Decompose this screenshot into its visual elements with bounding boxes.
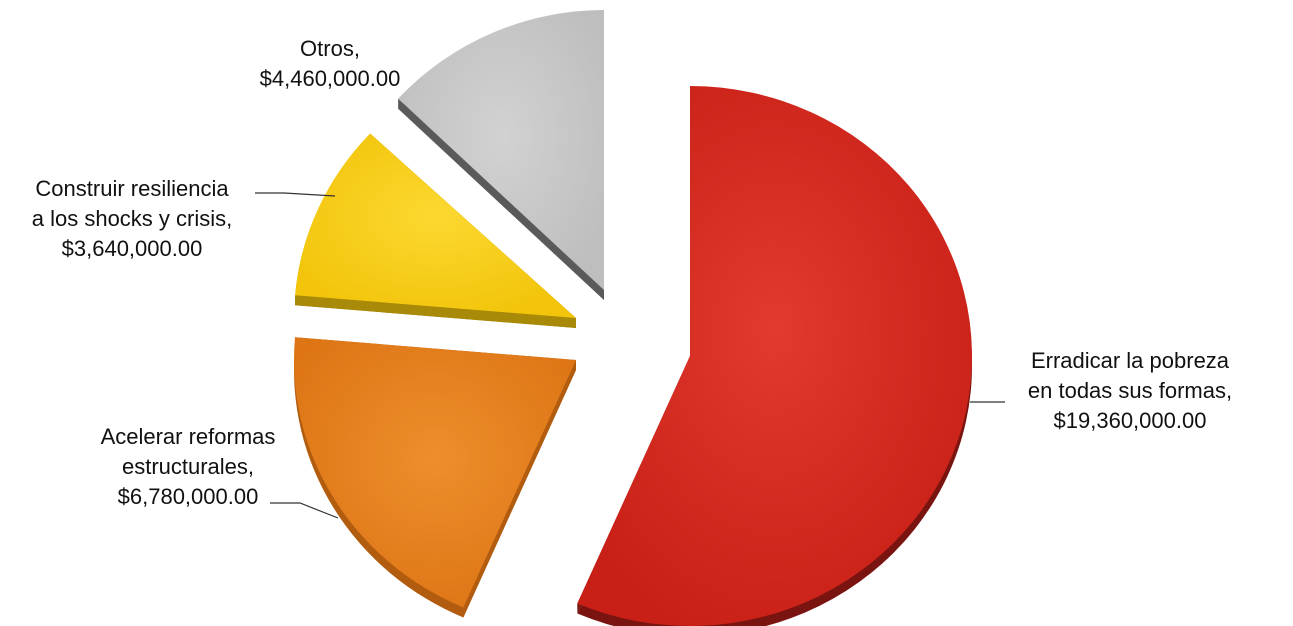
pie-slices — [294, 10, 973, 626]
slice-label-line: a los shocks y crisis, — [32, 206, 233, 231]
slice-label-3: Otros, $4,460,000.00 — [260, 36, 401, 91]
slice-label-line: Erradicar la pobreza — [1031, 348, 1230, 373]
pie-slice-1 — [294, 337, 576, 608]
slice-label-line: $6,780,000.00 — [118, 484, 259, 509]
pie-slice-3 — [398, 10, 604, 290]
slice-label-1: Acelerar reformas estructurales, $6,780,00… — [101, 424, 276, 509]
slice-label-line: en todas sus formas, — [1028, 378, 1232, 403]
slice-label-line: $19,360,000.00 — [1054, 408, 1207, 433]
pie-slice-edge-3 — [398, 10, 604, 300]
slice-label-line: Construir resiliencia — [35, 176, 229, 201]
pie-slice-2 — [295, 133, 576, 318]
slice-label-line: Otros, — [300, 36, 360, 61]
leader-line-1 — [270, 502, 339, 519]
slice-label-line: estructurales, — [122, 454, 254, 479]
slice-label-2: Construir resiliencia a los shocks y cris… — [32, 176, 233, 261]
slice-label-line: Acelerar reformas — [101, 424, 276, 449]
leader-line-2 — [255, 192, 336, 197]
slice-label-line: $4,460,000.00 — [260, 66, 401, 91]
pie-labels: Erradicar la pobreza en todas sus formas,… — [32, 36, 1232, 519]
slice-label-line: $3,640,000.00 — [62, 236, 203, 261]
pie-slice-0 — [577, 85, 973, 626]
slice-label-0: Erradicar la pobreza en todas sus formas,… — [1028, 348, 1232, 433]
